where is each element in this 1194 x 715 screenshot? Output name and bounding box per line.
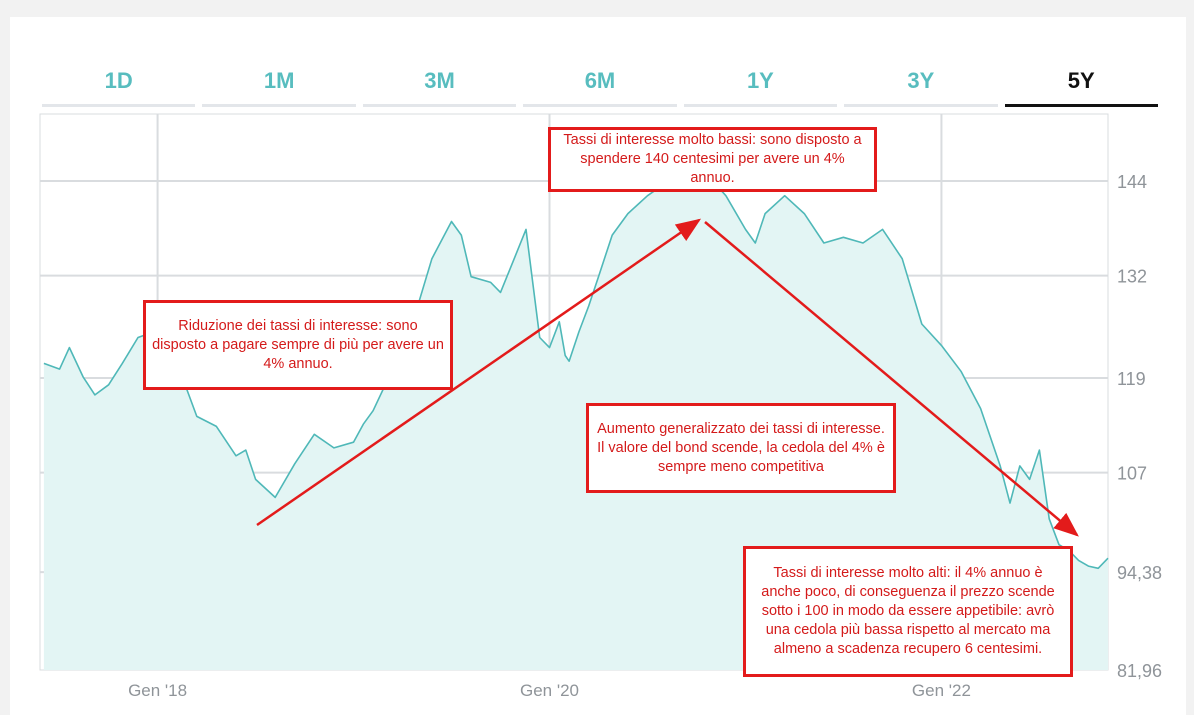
annotation-rising-rates: Aumento generalizzato dei tassi di inter…	[586, 403, 896, 493]
annotation-low-rates: Tassi di interesse molto bassi: sono dis…	[548, 127, 877, 192]
tab-3y[interactable]: 3Y	[844, 58, 998, 107]
annotation-high-rates: Tassi di interesse molto alti: il 4% ann…	[743, 546, 1073, 677]
y-tick-label: 107	[1117, 464, 1147, 484]
annotation-falling-rates: Riduzione dei tassi di interesse: sono d…	[143, 300, 453, 390]
y-tick-label: 119	[1117, 369, 1146, 389]
tab-3m[interactable]: 3M	[362, 58, 517, 107]
price-line	[43, 171, 1109, 570]
y-tick-label: 94,38	[1117, 563, 1162, 583]
period-tabs: 1D 1M 3M 6M 1Y 3Y 5Y	[42, 58, 1158, 107]
tab-1d[interactable]: 1D	[42, 58, 196, 107]
arrow-falling-prices	[704, 221, 1079, 537]
tab-1m[interactable]: 1M	[202, 58, 356, 107]
x-tick-label: Gen '18	[128, 681, 187, 700]
x-tick-label: Gen '20	[520, 681, 579, 700]
y-tick-label: 81,96	[1117, 661, 1162, 681]
arrow-rising-prices	[256, 218, 702, 527]
y-tick-label: 132	[1117, 267, 1147, 287]
tab-1y[interactable]: 1Y	[683, 58, 838, 107]
tab-5y[interactable]: 5Y	[1004, 58, 1158, 107]
x-tick-label: Gen '22	[912, 681, 971, 700]
y-tick-label: 144	[1117, 172, 1147, 192]
price-area	[43, 172, 1108, 670]
tab-6m[interactable]: 6M	[523, 58, 677, 107]
